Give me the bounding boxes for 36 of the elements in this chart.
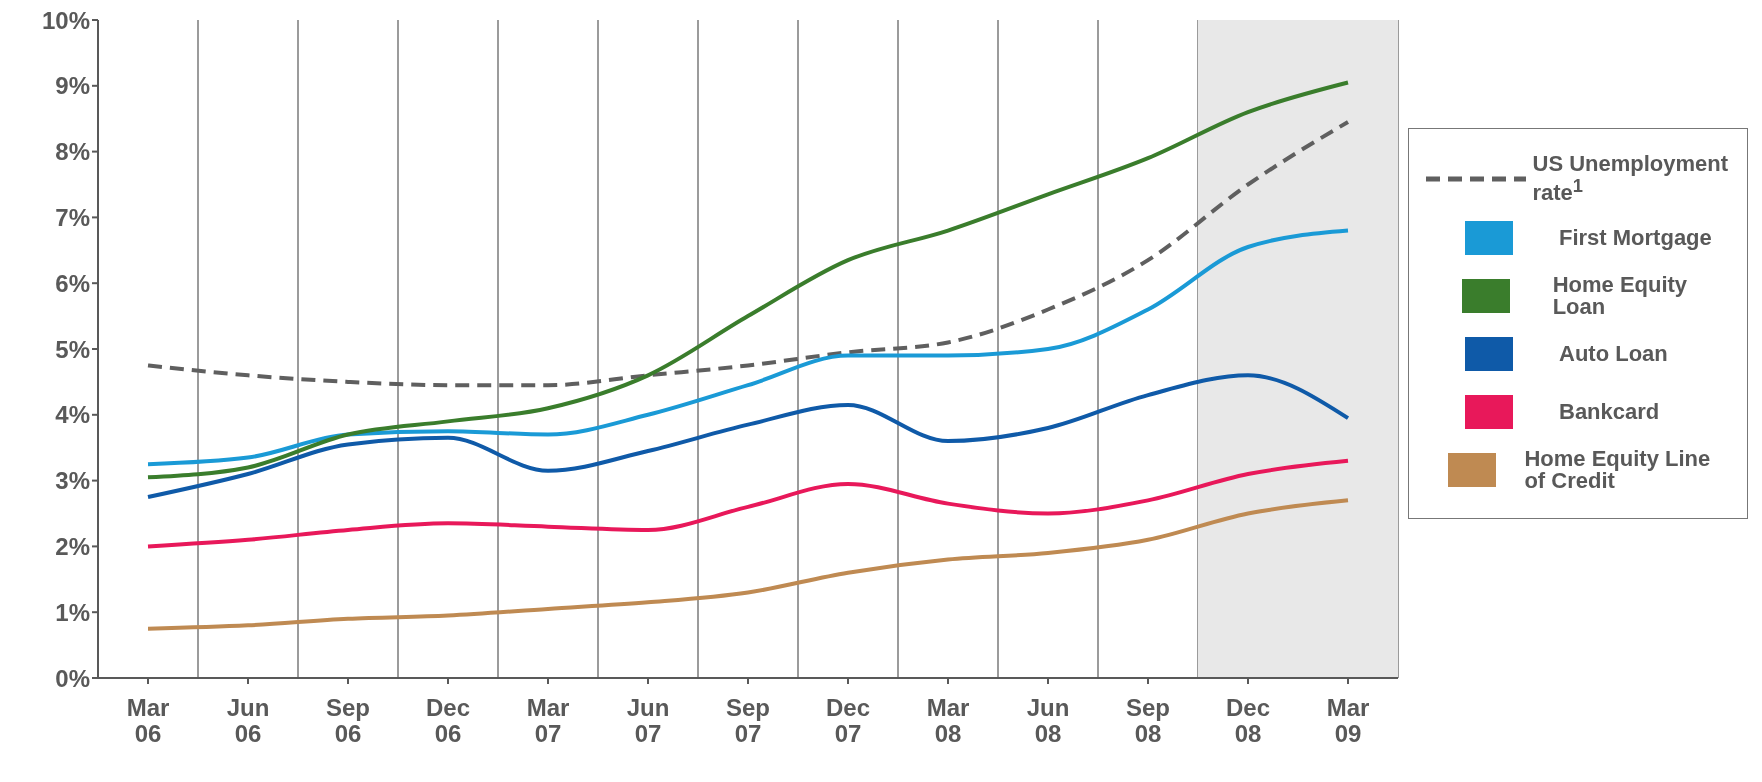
line-series bbox=[146, 458, 1350, 549]
legend-label: Auto Loan bbox=[1559, 341, 1668, 367]
y-tick-label: 1% bbox=[55, 598, 90, 626]
x-tick-label: Dec 08 bbox=[1225, 694, 1271, 747]
y-tick-label: 6% bbox=[55, 269, 90, 297]
y-tick-label: 10% bbox=[41, 6, 90, 34]
y-tick-label: 5% bbox=[55, 335, 90, 363]
line-series bbox=[146, 498, 1350, 631]
legend-label: Home Equity Line of Credit bbox=[1524, 446, 1712, 494]
x-tick-label: Jun 08 bbox=[1026, 694, 1070, 747]
legend-label: Bankcard bbox=[1559, 399, 1660, 425]
x-tick-label: Mar 07 bbox=[526, 694, 570, 747]
x-tick-label: Mar 09 bbox=[1326, 694, 1370, 747]
y-tick-label: 8% bbox=[55, 138, 90, 166]
line-series bbox=[146, 373, 1350, 500]
legend-label: Home Equity Loan bbox=[1552, 272, 1689, 320]
line-series bbox=[146, 80, 1350, 480]
x-tick-label: Sep 08 bbox=[1125, 694, 1171, 747]
x-tick-label: Dec 06 bbox=[425, 694, 471, 747]
x-tick-label: Jun 07 bbox=[626, 694, 670, 747]
x-tick-label: Sep 06 bbox=[325, 694, 371, 747]
x-tick-label: Dec 07 bbox=[825, 694, 871, 747]
y-tick-label: 9% bbox=[55, 72, 90, 100]
y-tick-label: 3% bbox=[55, 467, 90, 495]
y-tick-label: 2% bbox=[55, 532, 90, 560]
y-tick-label: 4% bbox=[55, 401, 90, 429]
legend-label: First Mortgage bbox=[1559, 225, 1712, 251]
x-tick-label: Sep 07 bbox=[725, 694, 771, 747]
y-tick-label: 0% bbox=[55, 664, 90, 692]
x-tick-label: Mar 06 bbox=[126, 694, 170, 747]
line-series bbox=[146, 228, 1350, 467]
x-tick-label: Mar 08 bbox=[926, 694, 970, 747]
x-tick-label: Jun 06 bbox=[226, 694, 270, 747]
line-series bbox=[146, 119, 1350, 388]
legend-label: US Unemployment rate$^{1}$ bbox=[1532, 151, 1730, 206]
y-tick-label: 7% bbox=[55, 203, 90, 231]
